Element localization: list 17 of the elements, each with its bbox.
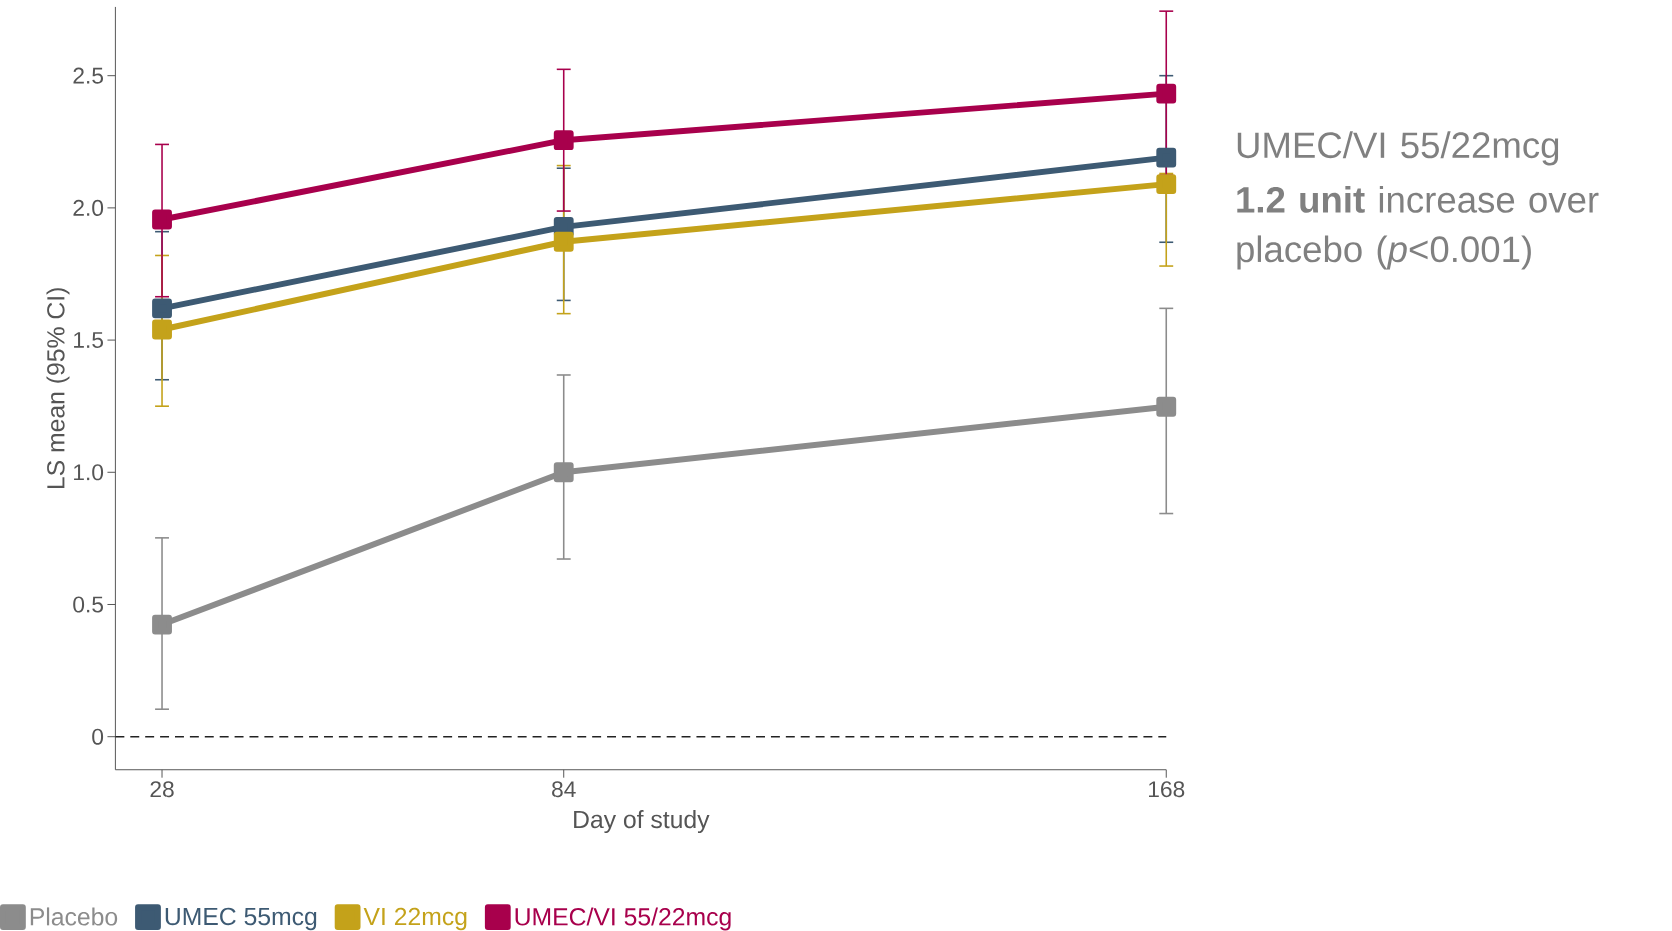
x-tick-label: 168 (1149, 781, 1185, 798)
legend-label: Placebo (30, 907, 118, 926)
y-tick-label: 0 (92, 728, 104, 745)
y-tick-label: 2.5 (73, 67, 104, 84)
text: 1.2 unit increase over placebo (p<0.001) (1237, 186, 1599, 270)
y-tick-label: 2.0 (73, 199, 104, 217)
legend-label: UMEC 55mcg (165, 907, 317, 931)
x-tick-label: 28 (150, 781, 174, 798)
legend-label: VI 22mcg (363, 907, 467, 931)
legend-label: UMEC/VI 55/22mcg (515, 907, 731, 931)
y-tick-label: 1.0 (74, 464, 104, 481)
text: UMEC/VI 55/22mcg (1237, 131, 1559, 166)
x-axis-title: Day of study (574, 810, 710, 834)
y-axis-title: LS mean (95% CI) (46, 288, 70, 489)
y-tick-label: 0.5 (73, 596, 104, 613)
y-tick-label: 1.5 (74, 332, 104, 349)
x-tick-label: 84 (552, 781, 576, 798)
